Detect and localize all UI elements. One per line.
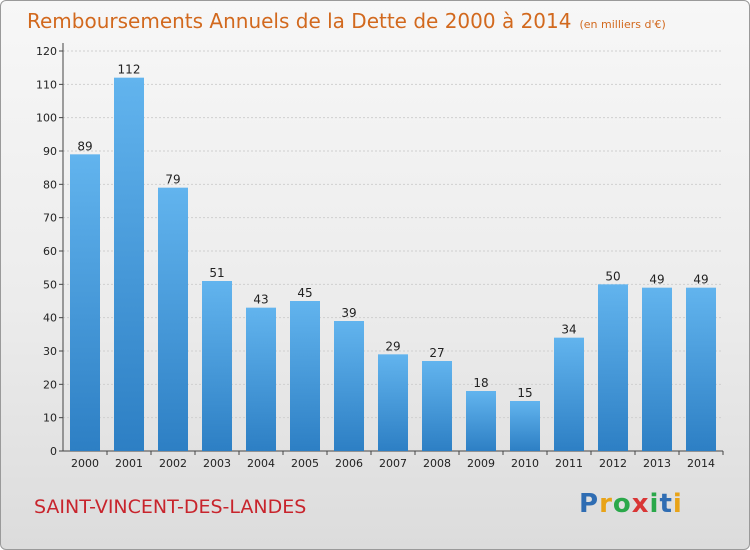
bar-2013 [642,287,672,451]
logo-letter: r [599,489,613,519]
value-label-2008: 27 [429,346,444,360]
bar-2007 [378,354,408,451]
logo-letter: x [631,489,650,519]
proxiti-logo: Proxiti [579,489,683,519]
x-tick-label-2012: 2012 [599,457,627,470]
x-tick-label-2011: 2011 [555,457,583,470]
logo-letter: o [612,489,632,519]
bar-2006 [334,321,364,451]
x-tick-label-2008: 2008 [423,457,451,470]
value-label-2005: 45 [297,286,312,300]
x-tick-label-2005: 2005 [291,457,319,470]
commune-name: SAINT-VINCENT-DES-LANDES [34,496,307,518]
chart-subtitle: (en milliers d'€) [579,18,666,31]
value-label-2000: 89 [77,139,92,153]
value-label-2002: 79 [165,173,180,187]
y-tick-label: 60 [43,245,57,258]
y-tick-label: 110 [36,78,57,91]
chart-title-text: Remboursements Annuels de la Dette de 20… [27,9,572,33]
value-label-2003: 51 [209,266,224,280]
bar-2010 [510,401,540,451]
value-label-2001: 112 [118,63,141,77]
value-label-2010: 15 [517,386,532,400]
x-tick-label-2003: 2003 [203,457,231,470]
x-tick-label-2006: 2006 [335,457,363,470]
value-label-2007: 29 [385,339,400,353]
bar-2005 [290,301,320,451]
x-tick-label-2002: 2002 [159,457,187,470]
logo-letter: i [672,489,683,519]
bar-2011 [554,337,584,451]
bar-2003 [202,281,232,451]
x-tick-label-2009: 2009 [467,457,495,470]
y-tick-label: 100 [36,112,57,125]
value-label-2012: 50 [605,269,620,283]
logo-letter: i [649,489,660,519]
bar-2002 [158,187,188,451]
bar-2001 [114,77,144,452]
x-tick-label-2010: 2010 [511,457,539,470]
x-tick-label-2013: 2013 [643,457,671,470]
value-label-2009: 18 [473,376,488,390]
bar-2000 [70,154,100,452]
bar-2008 [422,361,452,451]
value-label-2014: 49 [693,273,708,287]
value-label-2011: 34 [561,323,576,337]
chart-title: Remboursements Annuels de la Dette de 20… [27,9,666,33]
bar-2012 [598,284,628,451]
y-tick-label: 30 [43,345,57,358]
y-tick-label: 120 [36,45,57,58]
x-tick-label-2001: 2001 [115,457,143,470]
bar-2009 [466,391,496,451]
value-labels: 89 112 79 51 43 45 39 29 27 18 15 34 50 49 49 [77,63,708,400]
x-tick-label-2014: 2014 [687,457,715,470]
y-tick-label: 80 [43,178,57,191]
x-tick-label-2000: 2000 [71,457,99,470]
y-tick-label: 50 [43,278,57,291]
axes: 0 10 20 30 40 50 60 70 80 90 100 110 120 2000 2001 2002… [36,43,724,470]
bars [70,77,716,452]
y-tick-label: 40 [43,312,57,325]
x-tick-label-2004: 2004 [247,457,275,470]
bar-2014 [686,287,716,451]
logo-letter: t [659,489,673,519]
bar-2004 [246,307,276,451]
value-label-2006: 39 [341,306,356,320]
value-label-2004: 43 [253,293,268,307]
y-tick-label: 0 [50,445,57,458]
y-tick-label: 90 [43,145,57,158]
value-label-2013: 49 [649,273,664,287]
y-tick-label: 70 [43,212,57,225]
y-tick-label: 10 [43,412,57,425]
y-tick-label: 20 [43,378,57,391]
logo-letter: P [579,489,600,519]
x-tick-label-2007: 2007 [379,457,407,470]
